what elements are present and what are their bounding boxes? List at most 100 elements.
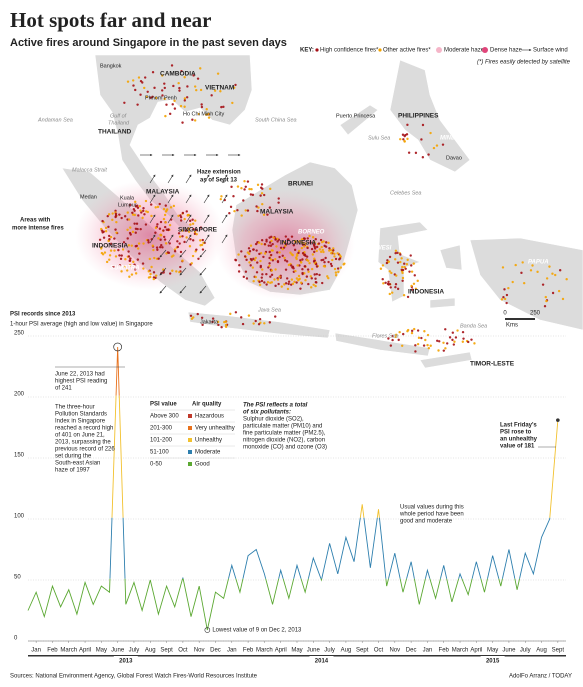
fire-dot <box>186 85 189 88</box>
fire-dot <box>161 74 164 77</box>
fire-dot <box>343 262 346 265</box>
fire-dot <box>290 264 293 267</box>
fire-dot <box>401 265 404 269</box>
psi-line <box>27 578 520 631</box>
fire-dot <box>191 118 194 121</box>
fire-dot <box>200 316 204 319</box>
fire-dot <box>327 276 330 280</box>
fire-dot <box>178 235 182 238</box>
fire-dot <box>207 116 211 119</box>
fire-dot <box>511 280 514 284</box>
fire-dot <box>257 323 261 326</box>
fire-dot <box>252 280 255 283</box>
key-item: Other active fires* <box>383 48 431 54</box>
fire-dot <box>120 270 123 273</box>
fire-dot <box>266 213 269 216</box>
fire-dot <box>313 273 316 276</box>
fire-dot <box>310 247 314 251</box>
fire-dot <box>105 260 109 264</box>
map-label: as of Sept 13 <box>200 178 238 184</box>
x-tick-label: Aug <box>536 648 547 654</box>
fire-dot <box>258 317 262 321</box>
fire-dot <box>247 247 251 250</box>
fire-dot <box>315 245 319 249</box>
fire-dot <box>387 280 390 284</box>
fire-dot <box>164 221 167 224</box>
fire-dot <box>339 266 343 269</box>
annotation: previous record of 226 <box>55 447 115 453</box>
x-tick-label: April <box>470 648 482 654</box>
fire-dot <box>557 289 561 293</box>
fire-dot <box>312 243 316 246</box>
key-item: Dense haze <box>490 48 523 54</box>
fire-dot <box>145 95 148 99</box>
x-tick-label: Feb <box>439 648 450 654</box>
fire-dot <box>179 219 183 222</box>
psi-line <box>28 347 558 630</box>
fire-dot <box>293 248 297 252</box>
fire-dot <box>423 330 426 333</box>
fire-dot <box>168 242 171 245</box>
annotation: fine particulate matter (PM2.5), <box>243 431 326 437</box>
fire-dot <box>200 105 204 109</box>
fire-dot <box>128 264 132 267</box>
x-tick-label: July <box>129 648 140 654</box>
fire-dot <box>387 337 390 340</box>
fire-dot <box>216 72 220 75</box>
fire-dot <box>395 274 398 277</box>
fire-dot <box>127 244 131 247</box>
fire-dot <box>260 242 263 246</box>
fire-dot <box>159 220 163 224</box>
fire-dot <box>240 250 243 253</box>
fire-dot <box>292 267 295 270</box>
fire-dot <box>177 232 181 235</box>
fire-dot <box>324 245 328 248</box>
fire-dot <box>195 248 198 251</box>
map-label: Malacca Strait <box>72 167 107 173</box>
fire-dot <box>273 278 276 281</box>
fire-dot <box>338 257 342 260</box>
fire-dot <box>406 258 409 262</box>
fire-dot <box>127 255 131 258</box>
key-note: (*) Fires easily detected by satellite <box>477 60 571 66</box>
map-label: Ho Chi Minh City <box>183 111 225 117</box>
fire-dot <box>263 322 266 325</box>
x-tick-label: Dec <box>406 648 417 654</box>
fire-dot <box>101 231 104 234</box>
fire-dot <box>303 272 306 275</box>
fire-dot <box>100 251 104 255</box>
fire-dot <box>401 276 405 280</box>
fire-dot <box>259 194 262 197</box>
fire-dot <box>164 114 167 118</box>
fire-dot <box>441 143 445 146</box>
fire-dot <box>160 234 163 237</box>
fire-dot <box>410 270 414 273</box>
y-tick-label: 150 <box>14 453 25 459</box>
map-label: TIMOR-LESTE <box>470 361 515 368</box>
fire-dot <box>162 207 166 211</box>
fire-dot <box>284 243 288 246</box>
fire-dot <box>402 332 405 336</box>
fire-dot <box>169 206 173 209</box>
fire-dot <box>114 215 117 219</box>
fire-dot <box>261 187 264 190</box>
fire-dot <box>324 256 327 260</box>
map-label: MALAYSIA <box>146 189 180 196</box>
map-label: Haze extension <box>197 170 241 176</box>
fire-dot <box>412 262 415 265</box>
fire-dot <box>558 269 562 272</box>
fire-dot <box>163 97 166 101</box>
fire-dot <box>251 193 255 197</box>
fire-dot <box>299 259 302 262</box>
fire-dot <box>249 193 253 196</box>
fire-dot <box>163 238 167 241</box>
wind-arrow <box>167 214 174 224</box>
fire-dot <box>101 219 104 223</box>
year-bar <box>28 655 566 657</box>
fire-dot <box>185 96 189 99</box>
fire-dot <box>436 339 439 342</box>
scale-tick: 0 <box>503 311 507 317</box>
map-labels: Bangkok CAMBODIA VIETNAM Phnom Penh Ho C… <box>12 63 549 367</box>
fire-dot <box>394 249 398 252</box>
fire-dot <box>329 262 333 266</box>
